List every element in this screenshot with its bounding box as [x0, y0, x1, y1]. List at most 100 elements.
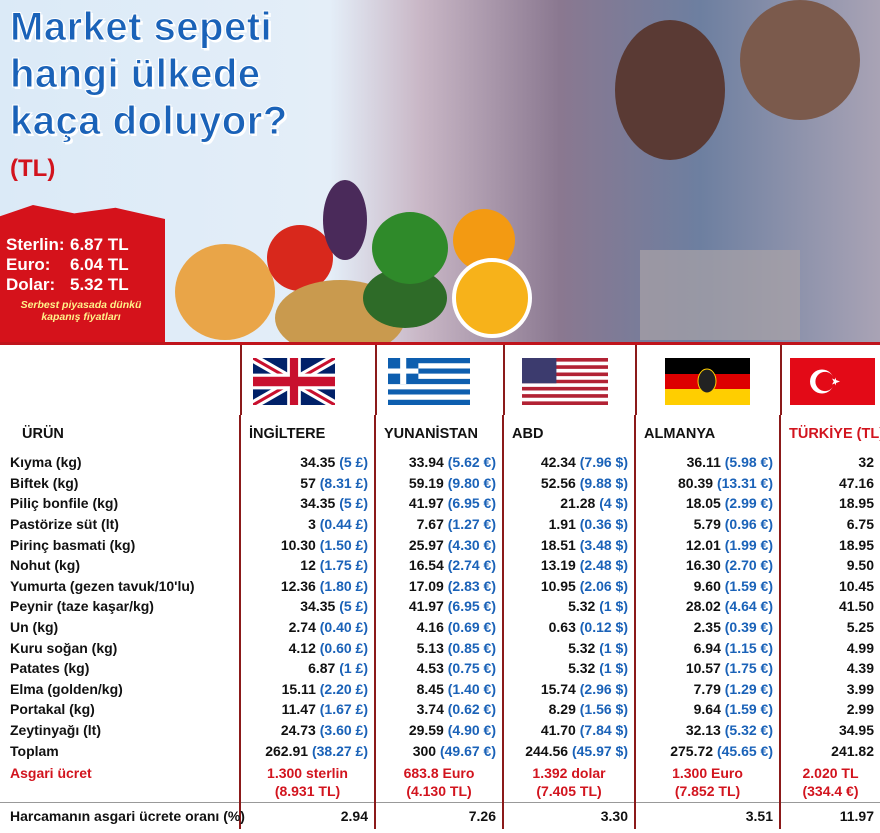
- product-row: Peynir (taze kaşar/kg) 34.35 (5 £) 41.97 (…: [0, 596, 880, 617]
- local-price: (0.69 €): [447, 619, 496, 636]
- price-cell: 18.95: [779, 534, 880, 555]
- tl-price: 10.30: [280, 536, 316, 553]
- product-name: Piliç bonfile (kg): [10, 495, 119, 512]
- price-cell: 18.95: [779, 493, 880, 514]
- product-name: Kıyma (kg): [10, 454, 82, 471]
- price-cell: 41.50: [779, 596, 880, 617]
- wage-amount: 1.392 dolar: [532, 764, 606, 781]
- tl-price: 24.73: [280, 722, 316, 739]
- ratio-value: 11.97: [779, 802, 880, 829]
- local-price: (5.32 €): [724, 722, 773, 739]
- tl-price: 57: [300, 474, 316, 491]
- tl-price: 9.64: [693, 701, 721, 718]
- rate-label: Dolar:: [6, 275, 56, 294]
- wage-cell: 683.8 Euro (4.130 TL): [374, 760, 503, 803]
- tl-price: 34.35: [300, 598, 336, 615]
- ratio-value: 3.51: [634, 802, 780, 829]
- price-cell: 241.82: [779, 740, 880, 761]
- tl-price: 34.95: [838, 722, 874, 739]
- price-cell: 15.11 (2.20 £): [239, 678, 375, 700]
- tl-price: 241.82: [831, 742, 874, 759]
- wage-cell: 2.020 TL (334.4 €): [779, 760, 880, 803]
- local-price: (0.39 €): [724, 619, 773, 636]
- column-header: İNGİLTERE: [239, 415, 375, 452]
- row-label: Asgari ücret: [10, 764, 92, 781]
- local-price: (1.15 €): [724, 639, 773, 656]
- note-line: kapanış fiyatları: [41, 311, 121, 323]
- product-row: Kıyma (kg) 34.35 (5 £) 33.94 (5.62 €) 42.34…: [0, 452, 880, 473]
- flag-germany: [665, 358, 750, 405]
- price-cell: 3.99: [779, 678, 880, 700]
- tl-price: 33.94: [408, 454, 444, 471]
- column-rule: [503, 345, 505, 415]
- tl-price: 7.79: [693, 680, 721, 697]
- flag-uk: [253, 358, 335, 405]
- cart: [640, 250, 800, 340]
- woman: [615, 20, 725, 160]
- minimum-wage-row: Asgari ücret 1.300 sterlin (8.931 TL) 683.8…: [0, 760, 880, 803]
- tl-price: 275.72: [670, 742, 714, 759]
- tl-price: 52.56: [540, 474, 576, 491]
- wage-cell: 1.392 dolar (7.405 TL): [502, 760, 635, 803]
- tl-price: 12.01: [685, 536, 721, 553]
- price-cell: 6.87 (1 £): [239, 657, 375, 679]
- local-price: (1 £): [339, 660, 368, 677]
- price-cell: 80.39 (13.31 €): [634, 472, 780, 494]
- rate-value: 6.04 TL: [70, 255, 129, 274]
- man: [740, 0, 860, 120]
- rate-label: Euro:: [6, 255, 51, 274]
- tl-price: 21.28: [560, 495, 596, 512]
- local-price: (2.20 £): [319, 680, 368, 697]
- price-cell: 262.91 (38.27 £): [239, 740, 375, 761]
- tl-price: 4.12: [288, 639, 316, 656]
- price-cell: 5.25: [779, 616, 880, 638]
- local-price: (5.62 €): [447, 454, 496, 471]
- tl-price: 1.91: [548, 516, 576, 533]
- local-price: (3.60 £): [319, 722, 368, 739]
- tl-price: 32.13: [685, 722, 721, 739]
- orange-slice: [452, 258, 532, 338]
- flag-greece: [388, 358, 470, 405]
- product-name: Elma (golden/kg): [10, 680, 123, 697]
- product-name: Toplam: [10, 742, 59, 759]
- price-cell: 10.57 (1.75 €): [634, 657, 780, 679]
- price-cell: 17.09 (2.83 €): [374, 575, 503, 597]
- price-cell: 18.51 (3.48 $): [502, 534, 635, 555]
- local-price: (9.88 $): [579, 474, 628, 491]
- product-row: Elma (golden/kg) 15.11 (2.20 £) 8.45 (1.40…: [0, 678, 880, 700]
- column-header: ALMANYA: [634, 415, 780, 452]
- tl-price: 41.97: [408, 598, 444, 615]
- price-cell: 5.13 (0.85 €): [374, 637, 503, 658]
- local-price: (1.75 €): [724, 660, 773, 677]
- local-price: (49.67 €): [439, 742, 496, 759]
- tl-price: 29.59: [408, 722, 444, 739]
- price-cell: 5.79 (0.96 €): [634, 513, 780, 535]
- price-cell: 34.35 (5 £): [239, 452, 375, 473]
- price-cell: 4.16 (0.69 €): [374, 616, 503, 638]
- local-price: (1.67 £): [319, 701, 368, 718]
- local-price: (6.95 €): [447, 495, 496, 512]
- local-price: (1 $): [599, 598, 628, 615]
- rate: Euro: 6.04 TL: [6, 255, 165, 275]
- product-name: Portakal (kg): [10, 701, 95, 718]
- tl-price: 262.91: [265, 742, 309, 759]
- local-price: (5.98 €): [724, 454, 773, 471]
- divider: [0, 342, 880, 345]
- tl-price: 11.47: [281, 701, 316, 718]
- tl-price: 41.70: [540, 722, 576, 739]
- price-cell: 244.56 (45.97 $): [502, 740, 635, 761]
- tl-price: 0.63: [548, 619, 576, 636]
- price-cell: 12 (1.75 £): [239, 554, 375, 576]
- local-price: (4.30 €): [447, 536, 496, 553]
- tl-price: 12.36: [280, 577, 316, 594]
- local-price: (4.90 €): [447, 722, 496, 739]
- price-cell: 41.97 (6.95 €): [374, 596, 503, 617]
- price-cell: 34.35 (5 £): [239, 493, 375, 514]
- price-cell: 10.45: [779, 575, 880, 597]
- wage-converted: (7.852 TL): [674, 782, 741, 799]
- price-cell: 41.70 (7.84 $): [502, 719, 635, 741]
- product-name: Peynir (taze kaşar/kg): [10, 598, 154, 615]
- product-name: Pastörize süt (lt): [10, 516, 119, 533]
- header-row: ÜRÜN İNGİLTERE YUNANİSTAN ABD ALMANYA TÜRKİYE…: [0, 415, 880, 452]
- price-cell: 0.63 (0.12 $): [502, 616, 635, 638]
